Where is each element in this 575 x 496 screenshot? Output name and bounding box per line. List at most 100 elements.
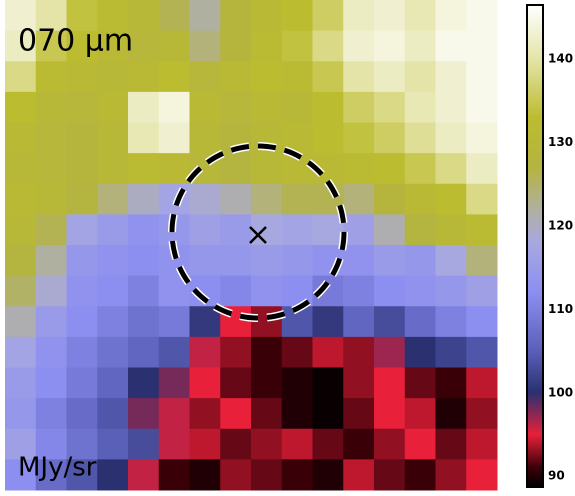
cell	[158, 153, 190, 185]
cell	[251, 275, 283, 307]
cell	[343, 122, 375, 154]
cell	[5, 367, 37, 399]
cell	[35, 91, 67, 123]
cell	[435, 367, 467, 399]
cell	[404, 91, 436, 123]
cell	[66, 367, 98, 399]
cell	[466, 61, 498, 93]
cell	[128, 459, 160, 491]
cell	[435, 306, 467, 338]
cell	[128, 428, 160, 460]
cell	[35, 214, 67, 246]
cell	[97, 306, 129, 338]
cell	[466, 30, 498, 62]
cell	[374, 459, 406, 491]
cell	[220, 0, 252, 32]
cell	[189, 214, 221, 246]
cell	[343, 367, 375, 399]
cell	[312, 91, 344, 123]
cell	[66, 91, 98, 123]
cell	[281, 0, 313, 32]
cell	[220, 275, 252, 307]
tick-label: 90	[548, 469, 565, 483]
cell	[220, 428, 252, 460]
tick-label: 140	[548, 52, 573, 66]
cell	[189, 122, 221, 154]
cell	[404, 122, 436, 154]
cell	[5, 122, 37, 154]
colorbar	[526, 4, 544, 488]
cell	[189, 91, 221, 123]
cell	[220, 245, 252, 277]
cell	[404, 183, 436, 215]
cell	[435, 61, 467, 93]
cell	[128, 245, 160, 277]
cell	[97, 91, 129, 123]
cell	[312, 0, 344, 32]
cell	[128, 122, 160, 154]
cell	[66, 122, 98, 154]
cell	[466, 428, 498, 460]
cell	[97, 0, 129, 32]
cell	[35, 336, 67, 368]
cell	[158, 30, 190, 62]
cell	[5, 459, 37, 491]
cell	[435, 91, 467, 123]
cell	[281, 336, 313, 368]
cell	[374, 275, 406, 307]
cell	[35, 459, 67, 491]
cell	[158, 428, 190, 460]
cell	[35, 275, 67, 307]
cell	[374, 61, 406, 93]
cell	[66, 214, 98, 246]
cell	[404, 214, 436, 246]
units-label: MJy/sr	[18, 453, 97, 483]
cell	[189, 428, 221, 460]
cell	[220, 214, 252, 246]
cell	[97, 367, 129, 399]
cell	[343, 306, 375, 338]
cell	[251, 91, 283, 123]
cell	[220, 61, 252, 93]
cell	[97, 275, 129, 307]
cell	[66, 275, 98, 307]
cell	[158, 61, 190, 93]
cell	[251, 367, 283, 399]
cell	[189, 61, 221, 93]
cell	[435, 275, 467, 307]
cell	[220, 398, 252, 430]
cell	[35, 245, 67, 277]
cell	[374, 183, 406, 215]
cell	[158, 459, 190, 491]
cell	[251, 61, 283, 93]
tick-label: 110	[548, 302, 573, 316]
cell	[374, 306, 406, 338]
cell	[404, 398, 436, 430]
cell	[66, 245, 98, 277]
cell	[97, 214, 129, 246]
cell	[466, 306, 498, 338]
cell	[5, 153, 37, 185]
cell	[251, 398, 283, 430]
cell	[404, 306, 436, 338]
cell	[158, 336, 190, 368]
cell	[251, 336, 283, 368]
cell	[312, 122, 344, 154]
cell	[5, 30, 37, 62]
cell	[220, 459, 252, 491]
cell	[312, 61, 344, 93]
cell	[435, 428, 467, 460]
cell	[5, 336, 37, 368]
cell	[220, 153, 252, 185]
cell	[281, 214, 313, 246]
cell	[312, 428, 344, 460]
cell	[281, 367, 313, 399]
cell	[97, 459, 129, 491]
cell	[466, 245, 498, 277]
cell	[312, 30, 344, 62]
cell	[97, 428, 129, 460]
cell	[251, 245, 283, 277]
cell	[404, 336, 436, 368]
cell	[435, 214, 467, 246]
